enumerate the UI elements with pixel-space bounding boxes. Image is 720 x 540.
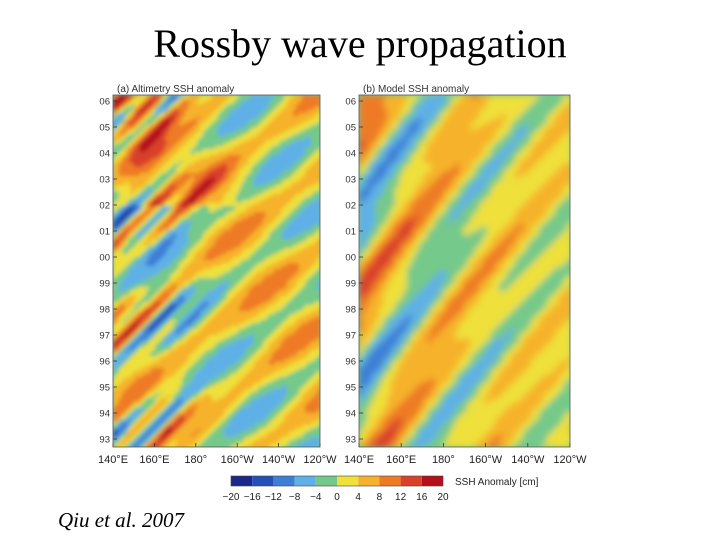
colorbar-label: SSH Anomaly [cm] — [455, 477, 539, 488]
colorbar-tick-label: 4 — [355, 492, 361, 503]
model-y-tick-label: 99 — [345, 279, 356, 290]
model-y-tick-label: 97 — [345, 331, 356, 342]
colorbar-swatch — [379, 476, 401, 486]
altimetry-x-tick-label: 140°W — [262, 454, 296, 466]
model-x-tick-label: 160°W — [469, 454, 503, 466]
model-y-tick-label: 96 — [345, 357, 356, 368]
altimetry-y-tick-label: 93 — [99, 435, 110, 446]
colorbar-tick-label: 12 — [395, 492, 407, 503]
colorbar-swatch — [273, 476, 295, 486]
model-y-tick-label: 94 — [345, 409, 356, 420]
colorbar-tick-label: 0 — [334, 492, 340, 503]
altimetry-y-tick-label: 00 — [99, 253, 110, 264]
model-y-tick-label: 06 — [345, 97, 356, 108]
panel-altimetry: 06 05 04 03 02 01 00 99 98 97 96 95 94 93 140°E 160°E 18… — [98, 84, 337, 466]
colorbar-swatch — [231, 476, 253, 486]
colorbar-swatch — [358, 476, 380, 486]
colorbar-swatch — [315, 476, 337, 486]
model-y-tick-label: 02 — [345, 201, 356, 212]
altimetry-panel-title: (a) Altimetry SSH anomaly — [117, 84, 234, 95]
colorbar-swatch — [421, 476, 443, 486]
colorbar-swatch — [337, 476, 359, 486]
altimetry-y-tick-label: 05 — [99, 123, 110, 134]
altimetry-x-tick-label: 180° — [184, 454, 207, 466]
altimetry-x-tick-label: 140°E — [98, 454, 128, 466]
colorbar-tick-label: −8 — [289, 492, 301, 503]
model-y-tick-label: 95 — [345, 383, 356, 394]
model-y-tick-label: 98 — [345, 305, 356, 316]
model-y-tick-label: 01 — [345, 227, 356, 238]
slide-title: Rossby wave propagation — [153, 21, 567, 66]
colorbar-tick-label: −12 — [265, 492, 282, 503]
model-panel-title: (b) Model SSH anomaly — [363, 84, 469, 95]
colorbar-tick-label: −4 — [310, 492, 322, 503]
panel-model: 06 05 04 03 02 01 00 99 98 97 96 95 94 93 140°E 160°E 18… — [344, 84, 587, 466]
model-y-tick-label: 00 — [345, 253, 356, 264]
model-x-tick-label: 120°W — [553, 454, 587, 466]
altimetry-y-tick-label: 06 — [99, 97, 110, 108]
colorbar-tick-label: 20 — [437, 492, 449, 503]
altimetry-y-tick-label: 94 — [99, 409, 110, 420]
altimetry-y-tick-label: 95 — [99, 383, 110, 394]
model-y-tick-label: 04 — [345, 149, 356, 160]
colorbar-swatch — [400, 476, 422, 486]
model-y-tick-label: 05 — [345, 123, 356, 134]
altimetry-y-tick-label: 99 — [99, 279, 110, 290]
colorbar-tick-label: 8 — [377, 492, 383, 503]
model-y-tick-label: 03 — [345, 175, 356, 186]
model-x-tick-label: 160°E — [386, 454, 416, 466]
model-x-tick-label: 140°W — [511, 454, 545, 466]
altimetry-y-tick-label: 04 — [99, 149, 110, 160]
citation: Qiu et al. 2007 — [58, 508, 184, 532]
model-x-tick-label: 140°E — [344, 454, 374, 466]
altimetry-y-tick-label: 03 — [99, 175, 110, 186]
colorbar-tick-label: −20 — [223, 492, 240, 503]
altimetry-y-tick-label: 02 — [99, 201, 110, 212]
altimetry-y-tick-label: 97 — [99, 331, 110, 342]
colorbar: −20 −16 −12 −8 −4 0 4 8 12 16 20 SSH Anomaly [cm] — [223, 475, 539, 503]
altimetry-x-tick-label: 160°E — [139, 454, 169, 466]
colorbar-tick-label: −16 — [244, 492, 261, 503]
colorbar-swatch — [252, 476, 274, 486]
model-x-tick-label: 180° — [432, 454, 455, 466]
colorbar-swatch — [294, 476, 316, 486]
altimetry-y-tick-label: 01 — [99, 227, 110, 238]
colorbar-tick-label: 16 — [416, 492, 428, 503]
altimetry-y-tick-label: 98 — [99, 305, 110, 316]
altimetry-x-tick-label: 120°W — [303, 454, 337, 466]
model-y-tick-label: 93 — [345, 435, 356, 446]
altimetry-x-tick-label: 160°W — [221, 454, 255, 466]
altimetry-y-tick-label: 96 — [99, 357, 110, 368]
